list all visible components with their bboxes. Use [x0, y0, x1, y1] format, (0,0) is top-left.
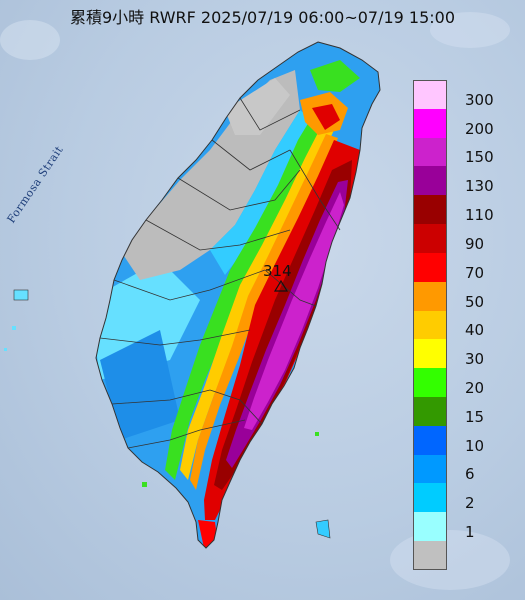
legend-swatch — [413, 396, 447, 426]
legend-label: 6 — [465, 465, 475, 484]
legend-row: 40 — [413, 310, 525, 340]
legend-label: 2 — [465, 494, 475, 513]
legend-label: 300 — [465, 90, 494, 109]
legend-label: 30 — [465, 350, 485, 369]
legend-label: 110 — [465, 206, 494, 225]
legend-row: 50 — [413, 281, 525, 311]
legend-label: 50 — [465, 292, 485, 311]
legend-row: 15 — [413, 396, 525, 426]
map-title: 累積9小時 RWRF 2025/07/19 06:00~07/19 15:00 — [69, 8, 456, 27]
legend-label: 90 — [465, 234, 485, 253]
rainfall-legend: 300 200 150 130 110 90 70 50 40 30 20 15 10 6 2 1 — [413, 80, 525, 570]
precipitation-field — [96, 42, 380, 548]
legend-row: 130 — [413, 166, 525, 196]
legend-swatch — [413, 166, 447, 196]
legend-row: 70 — [413, 252, 525, 282]
legend-row: 2 — [413, 483, 525, 513]
legend-row: 110 — [413, 195, 525, 225]
legend-swatch — [413, 541, 447, 570]
legend-row: 1 — [413, 512, 525, 541]
legend-label: 70 — [465, 263, 485, 282]
legend-label: 10 — [465, 436, 485, 455]
legend-row: 200 — [413, 108, 525, 138]
peak-triangle-icon — [274, 280, 288, 292]
legend-swatch — [413, 252, 447, 282]
legend-swatch — [413, 195, 447, 225]
taiwan-coastline — [95, 41, 381, 549]
legend-label: 20 — [465, 378, 485, 397]
legend-row: 300 — [413, 80, 525, 109]
legend-swatch — [413, 454, 447, 484]
legend-row — [413, 541, 525, 570]
legend-row: 10 — [413, 425, 525, 455]
legend-row: 90 — [413, 224, 525, 253]
legend-swatch — [413, 339, 447, 369]
legend-swatch — [413, 80, 447, 109]
peak-value-label: 314 — [263, 262, 292, 280]
county-borders — [99, 97, 341, 449]
legend-swatch — [413, 137, 447, 167]
legend-swatch — [413, 281, 447, 311]
legend-swatch — [413, 310, 447, 340]
legend-label: 1 — [465, 523, 475, 541]
legend-swatch — [413, 368, 447, 397]
legend-label: 150 — [465, 148, 494, 167]
legend-label: 40 — [465, 321, 485, 340]
legend-row: 20 — [413, 368, 525, 397]
legend-label: 130 — [465, 177, 494, 196]
offshore-islands — [4, 289, 331, 539]
legend-swatch — [413, 425, 447, 455]
legend-label: 15 — [465, 407, 485, 426]
legend-label: 200 — [465, 119, 494, 138]
legend-swatch — [413, 512, 447, 541]
legend-swatch — [413, 108, 447, 138]
legend-swatch — [413, 483, 447, 513]
legend-row: 150 — [413, 137, 525, 167]
legend-swatch — [413, 224, 447, 253]
legend-row: 30 — [413, 339, 525, 369]
legend-row: 6 — [413, 454, 525, 484]
